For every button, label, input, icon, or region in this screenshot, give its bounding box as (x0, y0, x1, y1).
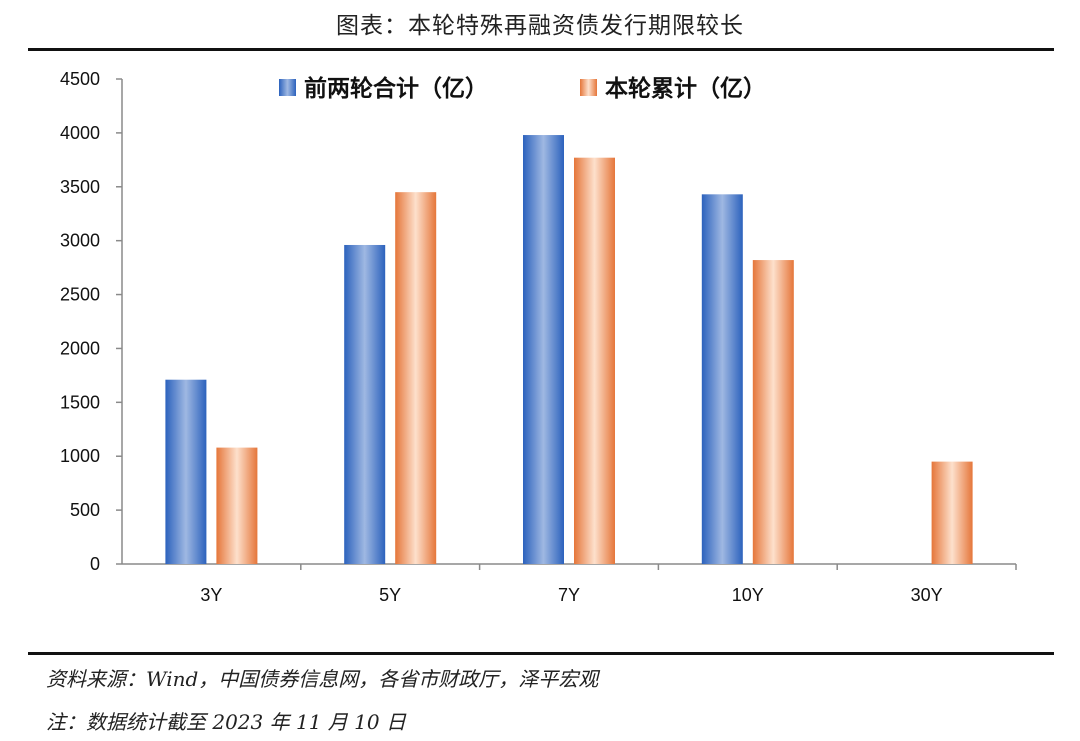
legend-label-series2: 本轮累计（亿） (605, 75, 766, 102)
bar-series2-10y (752, 260, 794, 564)
bar-series1-10y (701, 194, 743, 565)
source-note: 资料来源：Wind，中国债券信息网，各省市财政厅，泽平宏观 (46, 667, 599, 691)
bar-series2-7y (574, 157, 615, 564)
y-tick-label: 0 (90, 554, 100, 574)
x-tick-label: 5Y (379, 585, 401, 605)
y-tick-label: 3000 (60, 231, 100, 251)
y-tick-label: 2000 (60, 338, 100, 358)
legend-swatch-series2 (580, 79, 597, 96)
chart-title: 图表：本轮特殊再融资债发行期限较长 (336, 13, 744, 39)
y-tick-label: 4000 (60, 123, 100, 143)
top-rule (28, 48, 1054, 51)
y-tick-label: 2500 (60, 285, 100, 305)
bar-series1-7y (523, 135, 564, 564)
x-tick-label: 7Y (558, 585, 580, 605)
x-tick-label: 3Y (200, 585, 222, 605)
bar-chart: 0 500 1000 1500 2000 2500 3000 3500 4000 4500 3Y 5Y… (60, 69, 1017, 605)
bottom-rule (28, 652, 1054, 655)
y-tick-label: 1500 (60, 392, 100, 412)
y-tick-label: 3500 (60, 177, 100, 197)
legend-swatch-series1 (279, 79, 296, 96)
x-tick-label: 10Y (732, 585, 764, 605)
y-tick-label: 1000 (60, 446, 100, 466)
bar-series1-3y (165, 379, 207, 564)
x-tick-label: 30Y (911, 585, 943, 605)
legend-label-series1: 前两轮合计（亿） (304, 75, 488, 102)
y-tick-label: 500 (70, 500, 100, 520)
y-tick-label: 4500 (60, 69, 100, 89)
bar-series2-3y (216, 447, 258, 564)
plot-area: 0 500 1000 1500 2000 2500 3000 3500 4000 4500 3Y 5Y… (60, 69, 1017, 605)
bar-series2-5y (395, 192, 437, 564)
legend: 前两轮合计（亿） 本轮累计（亿） (279, 75, 766, 102)
bar-series1-5y (344, 244, 386, 564)
date-note: 注：数据统计截至 2023 年 11 月 10 日 (46, 710, 406, 734)
bar-series2-30y (931, 461, 973, 564)
